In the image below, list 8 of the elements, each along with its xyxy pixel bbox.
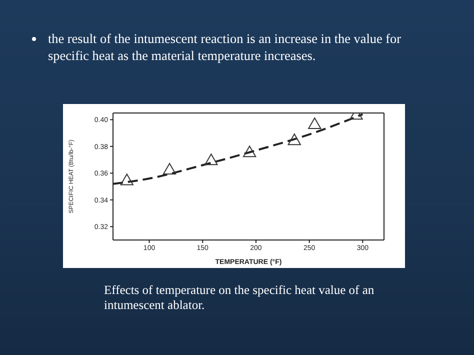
text: Effects of temperature on the specific heat value of an intumescent ablator. bbox=[104, 283, 376, 313]
point bbox=[204, 154, 218, 166]
point bbox=[120, 174, 134, 186]
point bbox=[242, 146, 256, 158]
point bbox=[162, 162, 176, 174]
point bbox=[288, 134, 301, 146]
chart-title: the result of the intumescent reaction is an increase in the value for specific heat as the material temperature increases. bbox=[48, 30, 402, 64]
point bbox=[308, 118, 322, 130]
